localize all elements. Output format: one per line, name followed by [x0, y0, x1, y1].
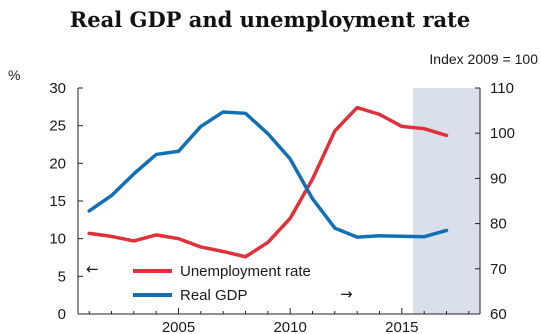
chart-title: Real GDP and unemployment rate	[70, 7, 470, 32]
forecast-shaded-region	[413, 88, 480, 314]
series-lines	[87, 105, 449, 259]
x-tick-label: 2015	[385, 319, 418, 334]
line-unemployment-rate	[87, 105, 449, 259]
right-tick-label: 70	[490, 261, 507, 278]
left-tick-label: 15	[49, 193, 66, 210]
left-tick-label: 30	[49, 80, 66, 97]
legend-label-gdp: Real GDP	[180, 287, 248, 304]
x-tick-label: 2010	[273, 319, 306, 334]
right-axis-unit: Index 2009 = 100	[429, 51, 538, 67]
left-axis-arrow-icon: ←	[86, 260, 99, 278]
right-tick-label: 80	[490, 216, 507, 233]
left-tick-label: 0	[58, 306, 66, 323]
x-tick-label: 2005	[162, 319, 195, 334]
left-axis-unit: %	[8, 67, 20, 83]
left-tick-label: 25	[49, 118, 66, 135]
left-tick-label: 20	[49, 155, 66, 172]
legend-label-unemployment: Unemployment rate	[180, 263, 311, 280]
left-tick-label: 5	[58, 268, 66, 285]
right-tick-label: 110	[490, 80, 514, 97]
right-axis-arrow-icon: →	[340, 285, 353, 303]
left-tick-label: 10	[49, 231, 66, 248]
right-tick-label: 90	[490, 170, 507, 187]
legend: Unemployment rate Real GDP ← →	[86, 260, 353, 304]
tick-labels: 0 5 10 15 20 25 30 60 70 80 90 100 110 2005 2010 2015	[49, 80, 515, 334]
right-tick-label: 60	[490, 306, 507, 323]
line-real-gdp	[87, 110, 449, 239]
axes	[77, 87, 481, 315]
right-tick-label: 100	[490, 125, 515, 142]
